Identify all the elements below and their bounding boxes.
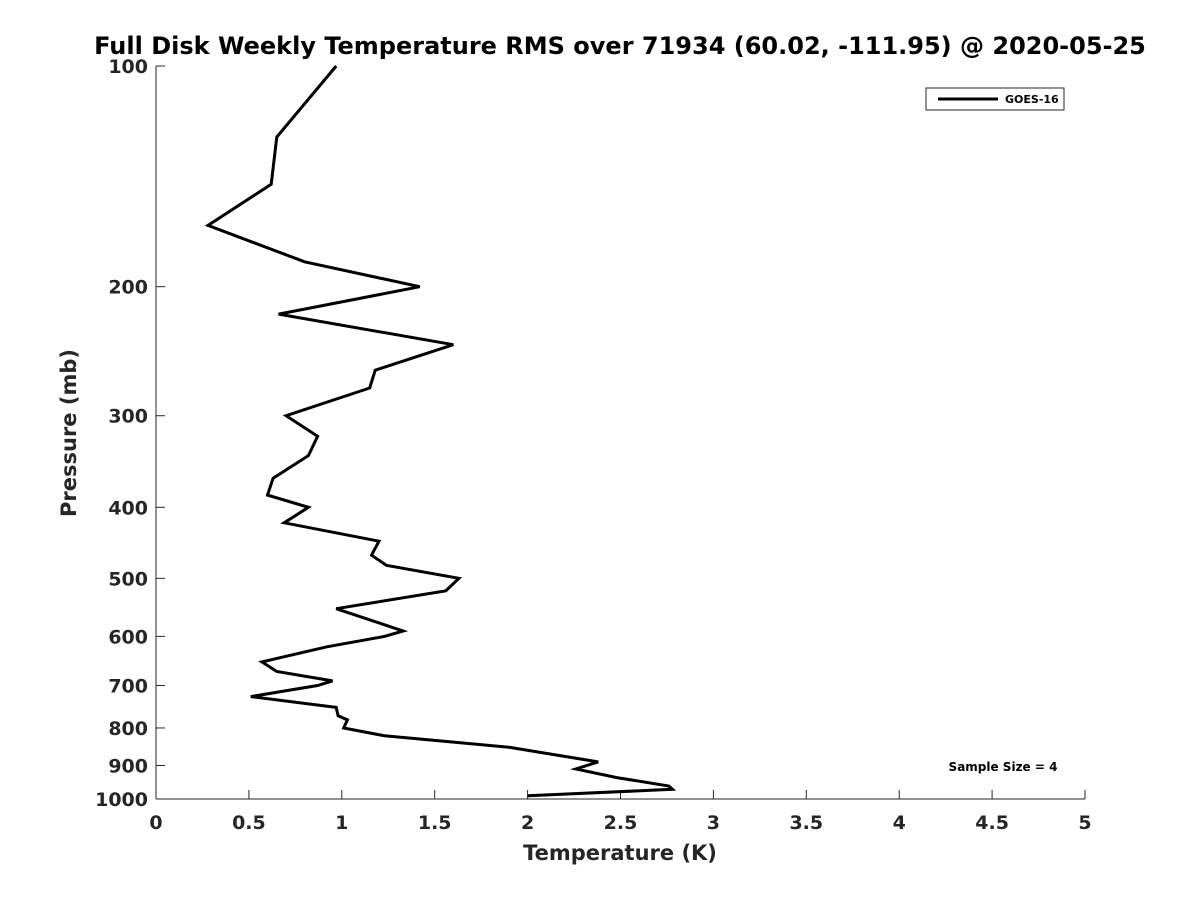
legend: GOES-16 xyxy=(925,87,1065,111)
x-tick-label: 0.5 xyxy=(232,812,266,834)
y-tick-label: 900 xyxy=(108,755,148,777)
x-axis-label: Temperature (K) xyxy=(523,841,717,865)
y-tick-label: 800 xyxy=(108,718,148,740)
series-line-goes-16 xyxy=(204,65,677,798)
x-tick-label: 0 xyxy=(149,812,162,834)
y-tick-label: 600 xyxy=(108,626,148,648)
x-tick-label: 2.5 xyxy=(604,812,638,834)
x-tick-label: 1.5 xyxy=(418,812,452,834)
y-tick-label: 100 xyxy=(108,56,148,78)
y-tick-label: 500 xyxy=(108,568,148,590)
chart-title: Full Disk Weekly Temperature RMS over 71… xyxy=(94,32,1146,60)
x-tick-label: 4.5 xyxy=(975,812,1009,834)
y-tick-label: 300 xyxy=(108,406,148,428)
y-tick-label: 200 xyxy=(108,277,148,299)
x-tick-label: 5 xyxy=(1078,812,1091,834)
x-tick-label: 3 xyxy=(707,812,720,834)
x-tick-label: 2 xyxy=(521,812,534,834)
sample-size-annotation: Sample Size = 4 xyxy=(949,760,1058,774)
x-tick-label: 3.5 xyxy=(789,812,823,834)
x-tick-label: 4 xyxy=(893,812,906,834)
y-tick-label: 400 xyxy=(108,497,148,519)
y-tick-label: 1000 xyxy=(95,789,148,811)
y-axis-label: Pressure (mb) xyxy=(57,349,81,517)
plot-area: 0 0.5 1 1.5 2 2.5 3 3.5 4 4.5 5 100 200 300 400 500 600 7… xyxy=(95,56,1092,834)
y-tick-label: 700 xyxy=(108,675,148,697)
x-tick-label: 1 xyxy=(335,812,348,834)
legend-label-goes-16: GOES-16 xyxy=(1005,93,1059,106)
